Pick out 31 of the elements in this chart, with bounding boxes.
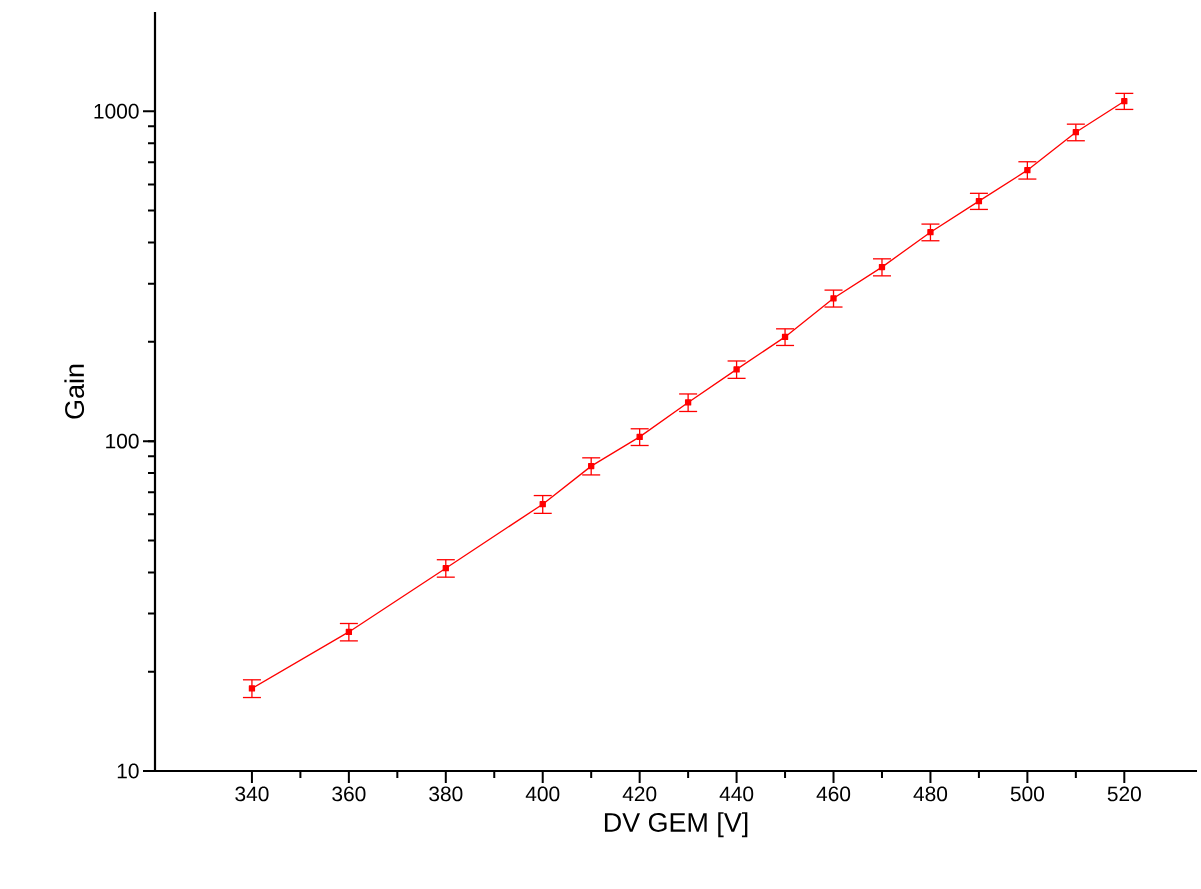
- x-tick-label: 520: [1107, 786, 1141, 802]
- point: [781, 333, 789, 341]
- x-tick-label: 340: [235, 786, 269, 802]
- x-tick-label: 460: [816, 786, 851, 802]
- point: [684, 399, 692, 406]
- point: [830, 295, 837, 302]
- point: [878, 263, 886, 271]
- y-axis-title: Gain: [64, 364, 85, 419]
- y-tick-label: 100: [106, 433, 139, 449]
- point: [733, 366, 740, 373]
- point: [248, 685, 256, 692]
- point: [1072, 129, 1079, 136]
- y-tick-label: 10: [117, 763, 139, 779]
- x-tick-label: 500: [1010, 786, 1044, 802]
- point: [539, 501, 546, 508]
- point: [345, 628, 353, 636]
- point: [1121, 98, 1128, 105]
- x-tick-label: 360: [332, 786, 366, 802]
- point: [975, 198, 983, 205]
- point: [927, 229, 934, 236]
- point: [442, 565, 449, 572]
- y-tick-label: 1000: [94, 103, 139, 119]
- x-tick-label: 440: [719, 786, 754, 802]
- point: [636, 433, 643, 441]
- point: [1024, 167, 1031, 174]
- point: [588, 462, 595, 470]
- x-tick-label: 480: [913, 786, 948, 802]
- x-tick-label: 400: [525, 786, 560, 802]
- x-tick-label: 380: [429, 786, 463, 802]
- x-tick-label: 420: [622, 786, 657, 802]
- x-axis-title: DV GEM [V]: [604, 812, 748, 838]
